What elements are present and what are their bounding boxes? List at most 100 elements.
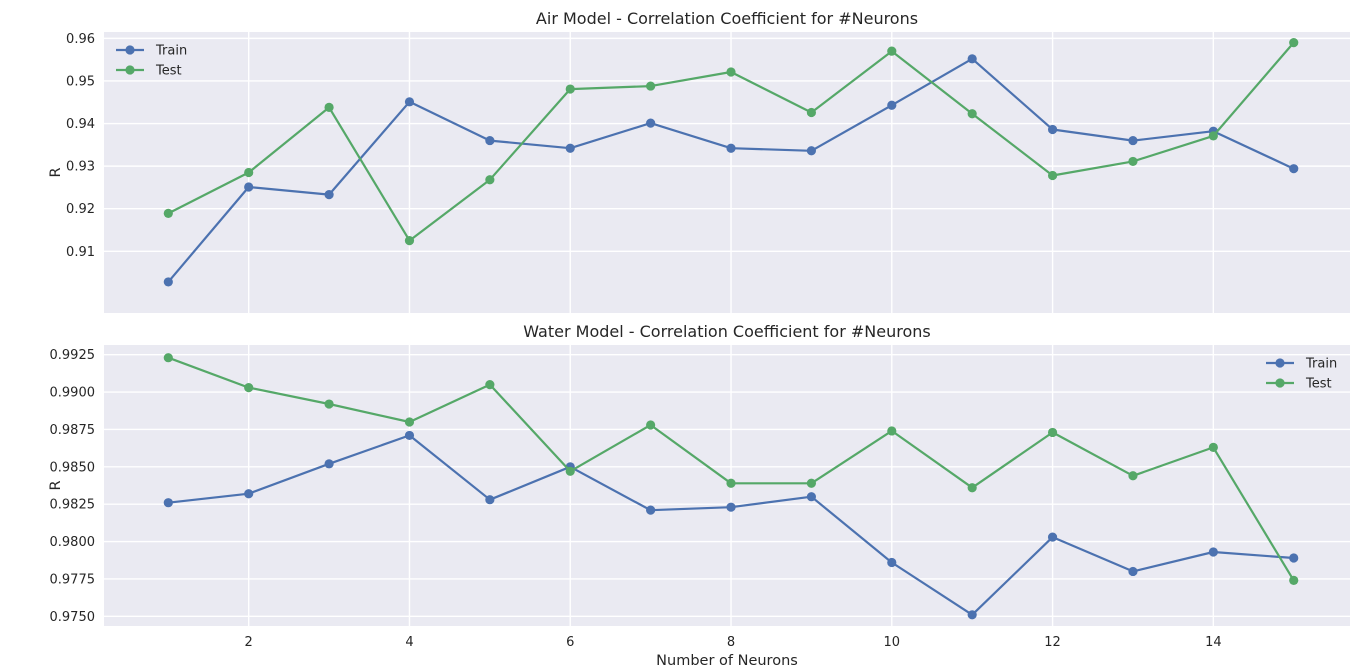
x-axis-label: Number of Neurons — [656, 653, 798, 669]
data-point-test — [967, 109, 977, 119]
chart-title: Air Model - Correlation Coefficient for … — [536, 9, 918, 28]
data-point-train — [404, 430, 415, 441]
data-point-test — [244, 167, 254, 178]
legend-label-train: Train — [155, 44, 187, 59]
y-tick-label: 0.9750 — [50, 610, 96, 625]
data-point-test — [1047, 170, 1058, 181]
y-tick-label: 0.91 — [66, 245, 95, 260]
data-point-train — [1128, 566, 1138, 577]
data-point-train — [646, 505, 656, 515]
y-tick-label: 0.93 — [66, 160, 95, 175]
data-point-train — [1128, 135, 1138, 146]
data-point-train — [163, 498, 173, 508]
y-tick-label: 0.9900 — [50, 386, 96, 401]
y-tick-label: 0.96 — [66, 32, 95, 47]
data-point-train — [1208, 547, 1218, 557]
data-point-train — [1047, 532, 1058, 542]
data-point-test — [404, 417, 415, 427]
data-point-test — [1128, 471, 1138, 481]
plot-background — [104, 345, 1350, 626]
data-point-test — [565, 84, 575, 94]
data-point-train — [1289, 164, 1299, 174]
y-tick-label: 0.9850 — [50, 460, 96, 475]
data-point-test — [967, 483, 977, 493]
data-point-test — [1208, 131, 1218, 141]
data-point-train — [806, 492, 817, 502]
y-axis-label: R — [48, 480, 64, 490]
y-tick-label: 0.9825 — [50, 498, 96, 513]
legend: Train Test — [116, 44, 187, 79]
data-point-test — [565, 466, 575, 476]
data-point-train — [324, 459, 334, 469]
x-tick-label: 4 — [405, 635, 413, 650]
series-test — [163, 353, 1299, 586]
y-axis-label: R — [48, 167, 64, 177]
series-train — [163, 54, 1299, 287]
plot-background — [104, 32, 1350, 313]
legend-marker-train — [1275, 358, 1285, 368]
legend-label-test: Test — [1305, 377, 1332, 392]
y-tick-label: 0.94 — [66, 117, 95, 132]
data-point-test — [1289, 575, 1299, 586]
data-point-train — [887, 557, 897, 568]
data-point-train — [726, 143, 736, 153]
data-point-train — [967, 54, 977, 64]
data-point-train — [646, 118, 656, 128]
data-point-test — [806, 478, 817, 488]
data-point-test — [726, 478, 736, 488]
legend-marker-train — [125, 45, 135, 55]
y-tick-label: 0.92 — [66, 202, 95, 217]
y-tick-label: 0.9775 — [50, 572, 96, 587]
chart-title: Water Model - Correlation Coefficient fo… — [523, 322, 930, 341]
data-point-test — [163, 208, 173, 218]
y-tick-label: 0.9875 — [50, 423, 96, 438]
data-point-test — [324, 399, 334, 409]
data-point-test — [887, 426, 897, 436]
chart-2: 0.9750 0.9775 0.9800 0.9825 0.9850 0.9875 0.99… — [48, 322, 1350, 669]
x-tick-label: 14 — [1205, 635, 1222, 650]
data-point-train — [887, 100, 897, 110]
data-point-test — [163, 353, 173, 363]
data-point-train — [1289, 553, 1299, 563]
data-point-train — [726, 502, 736, 512]
x-tick-label: 12 — [1044, 635, 1061, 650]
data-point-test — [485, 175, 495, 185]
legend: Train Test — [1266, 357, 1337, 392]
legend-marker-test — [1275, 378, 1285, 388]
y-tick-label: 0.95 — [66, 74, 95, 89]
y-tick-label: 0.9800 — [50, 535, 96, 550]
x-tick-label: 10 — [884, 635, 901, 650]
data-point-train — [244, 489, 254, 499]
data-point-test — [485, 380, 495, 390]
data-point-test — [324, 102, 334, 112]
chart-1: 0.91 0.92 0.93 0.94 0.95 0.96 Air Model - Corr… — [48, 9, 1350, 313]
data-point-train — [485, 135, 495, 146]
data-point-train — [565, 143, 575, 153]
data-point-train — [163, 277, 173, 287]
data-point-test — [646, 420, 656, 430]
data-point-train — [1047, 124, 1058, 135]
data-point-test — [244, 382, 254, 393]
x-tick-label: 2 — [245, 635, 253, 650]
legend-label-train: Train — [1305, 357, 1337, 372]
data-point-test — [1128, 156, 1138, 167]
data-point-train — [967, 610, 977, 620]
series-train — [163, 430, 1299, 620]
data-point-test — [887, 46, 897, 56]
data-point-test — [404, 236, 415, 246]
data-point-train — [404, 97, 415, 107]
data-point-train — [485, 495, 495, 505]
data-point-test — [1289, 38, 1299, 48]
data-point-test — [806, 107, 817, 118]
legend-marker-test — [125, 65, 135, 75]
y-tick-label: 0.9925 — [50, 348, 96, 363]
data-point-test — [1208, 442, 1218, 452]
data-point-train — [244, 182, 254, 192]
data-point-test — [1047, 427, 1058, 438]
data-point-train — [324, 190, 334, 200]
x-tick-label: 8 — [727, 635, 735, 650]
x-tick-label: 6 — [566, 635, 574, 650]
data-point-train — [806, 146, 817, 156]
legend-label-test: Test — [155, 64, 182, 79]
